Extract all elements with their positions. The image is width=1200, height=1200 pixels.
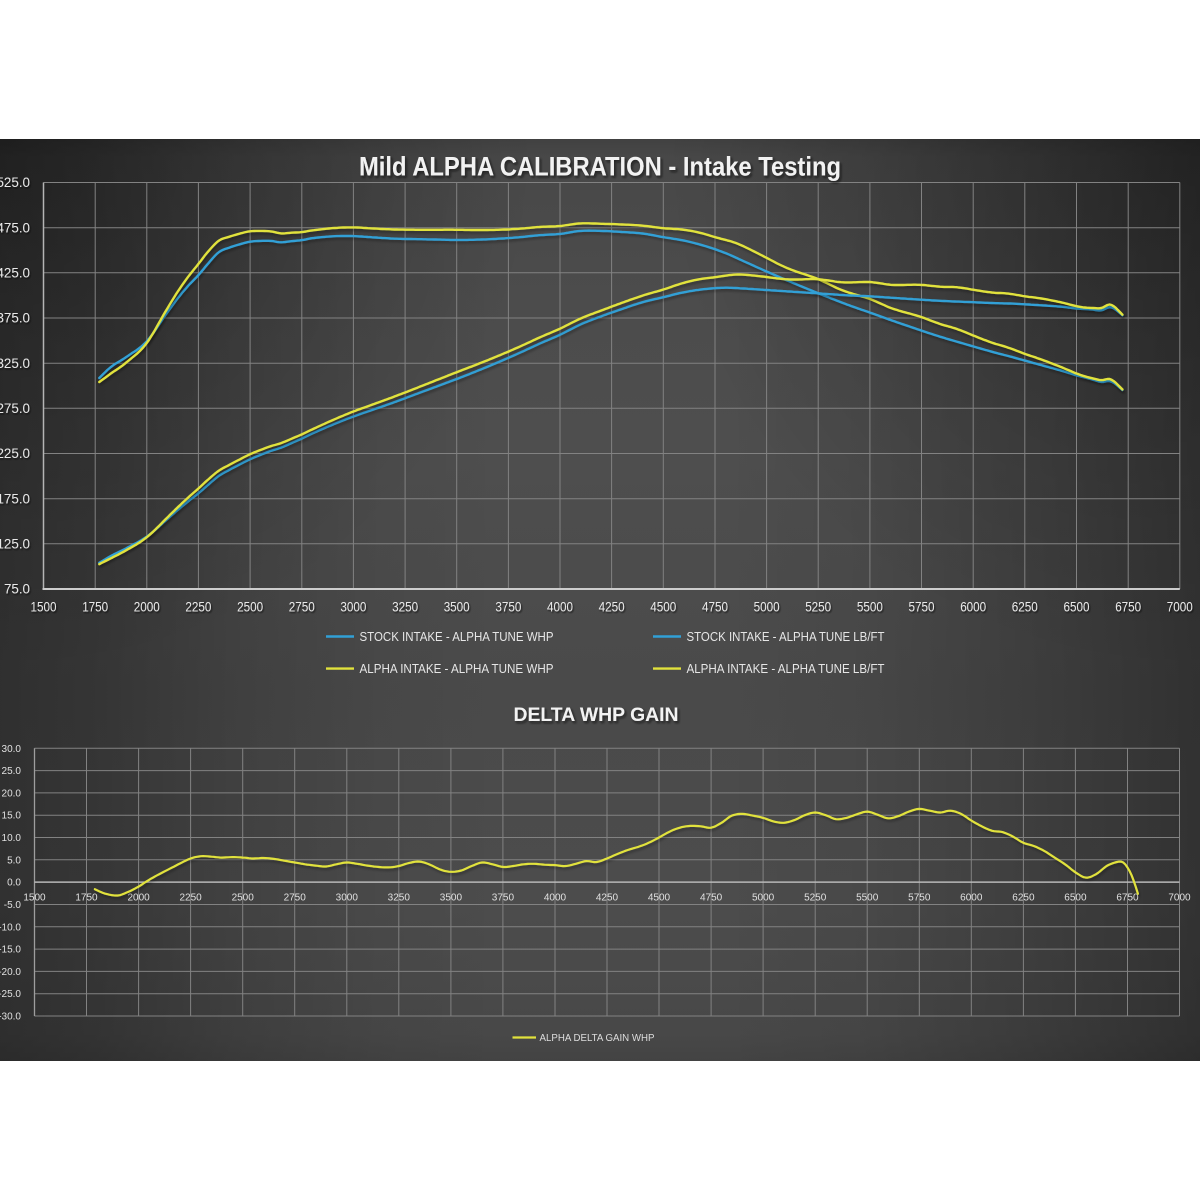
svg-text:15.0: 15.0	[2, 811, 22, 822]
svg-text:7000: 7000	[1168, 893, 1191, 904]
svg-text:-20.0: -20.0	[0, 967, 21, 978]
svg-text:4500: 4500	[650, 600, 676, 615]
svg-text:7000: 7000	[1167, 600, 1193, 615]
svg-text:-15.0: -15.0	[0, 945, 21, 956]
svg-text:5750: 5750	[908, 893, 931, 904]
svg-text:125.0: 125.0	[0, 537, 30, 552]
svg-text:2000: 2000	[134, 600, 160, 615]
svg-text:5750: 5750	[909, 600, 935, 615]
svg-text:Mild ALPHA CALIBRATION - Intak: Mild ALPHA CALIBRATION - Intake Testing	[359, 152, 841, 182]
svg-text:30.0: 30.0	[2, 744, 22, 755]
svg-text:375.0: 375.0	[0, 311, 30, 326]
svg-text:3250: 3250	[392, 600, 418, 615]
svg-text:3000: 3000	[340, 600, 366, 615]
svg-text:4250: 4250	[599, 600, 625, 615]
svg-text:5500: 5500	[857, 600, 883, 615]
svg-text:6500: 6500	[1064, 893, 1087, 904]
svg-text:-30.0: -30.0	[0, 1012, 21, 1023]
svg-text:-10.0: -10.0	[0, 922, 21, 933]
svg-text:4000: 4000	[547, 600, 573, 615]
svg-text:225.0: 225.0	[0, 446, 30, 461]
svg-text:20.0: 20.0	[2, 788, 22, 799]
svg-text:4750: 4750	[702, 600, 728, 615]
svg-text:3000: 3000	[336, 893, 359, 904]
svg-text:2250: 2250	[179, 893, 202, 904]
svg-text:425.0: 425.0	[0, 266, 30, 281]
svg-text:2000: 2000	[127, 893, 150, 904]
svg-text:ALPHA INTAKE - ALPHA TUNE WHP: ALPHA INTAKE - ALPHA TUNE WHP	[360, 662, 554, 676]
svg-text:2750: 2750	[284, 893, 307, 904]
svg-text:4500: 4500	[648, 893, 671, 904]
svg-text:2750: 2750	[289, 600, 315, 615]
svg-text:6750: 6750	[1115, 600, 1141, 615]
svg-text:3500: 3500	[444, 600, 470, 615]
svg-text:175.0: 175.0	[0, 491, 30, 506]
svg-text:STOCK INTAKE - ALPHA TUNE LB/F: STOCK INTAKE - ALPHA TUNE LB/FT	[687, 630, 885, 644]
svg-text:5250: 5250	[805, 600, 831, 615]
svg-text:5250: 5250	[804, 893, 827, 904]
svg-text:DELTA WHP GAIN: DELTA WHP GAIN	[514, 705, 679, 726]
svg-text:5000: 5000	[754, 600, 780, 615]
svg-text:-25.0: -25.0	[0, 989, 21, 1000]
svg-text:4000: 4000	[544, 893, 567, 904]
svg-text:525.0: 525.0	[0, 175, 30, 190]
svg-text:4250: 4250	[596, 893, 619, 904]
svg-text:ALPHA DELTA GAIN WHP: ALPHA DELTA GAIN WHP	[540, 1033, 655, 1044]
svg-text:2500: 2500	[232, 893, 255, 904]
svg-text:ALPHA INTAKE - ALPHA TUNE LB/F: ALPHA INTAKE - ALPHA TUNE LB/FT	[687, 662, 885, 676]
svg-text:5000: 5000	[752, 893, 775, 904]
svg-text:6000: 6000	[960, 600, 986, 615]
svg-text:25.0: 25.0	[2, 766, 22, 777]
svg-text:10.0: 10.0	[2, 833, 22, 844]
svg-text:2500: 2500	[237, 600, 263, 615]
svg-text:5500: 5500	[856, 893, 879, 904]
svg-text:1500: 1500	[31, 600, 57, 615]
svg-text:3750: 3750	[492, 893, 515, 904]
svg-text:5.0: 5.0	[7, 855, 21, 866]
svg-text:STOCK INTAKE - ALPHA TUNE WHP: STOCK INTAKE - ALPHA TUNE WHP	[360, 630, 554, 644]
svg-text:0.0: 0.0	[7, 878, 21, 889]
svg-text:2250: 2250	[185, 600, 211, 615]
svg-text:75.0: 75.0	[4, 582, 30, 597]
svg-text:3250: 3250	[388, 893, 411, 904]
svg-text:475.0: 475.0	[0, 220, 30, 235]
svg-text:6250: 6250	[1012, 893, 1035, 904]
svg-text:275.0: 275.0	[0, 401, 30, 416]
svg-text:325.0: 325.0	[0, 356, 30, 371]
svg-text:4750: 4750	[700, 893, 723, 904]
svg-text:6250: 6250	[1012, 600, 1038, 615]
svg-text:6500: 6500	[1064, 600, 1090, 615]
svg-text:1500: 1500	[23, 893, 46, 904]
svg-text:3500: 3500	[440, 893, 463, 904]
svg-text:1750: 1750	[75, 893, 98, 904]
svg-text:6000: 6000	[960, 893, 983, 904]
svg-text:6750: 6750	[1116, 893, 1139, 904]
svg-text:-5.0: -5.0	[4, 900, 22, 911]
svg-text:1750: 1750	[82, 600, 108, 615]
svg-text:3750: 3750	[495, 600, 521, 615]
